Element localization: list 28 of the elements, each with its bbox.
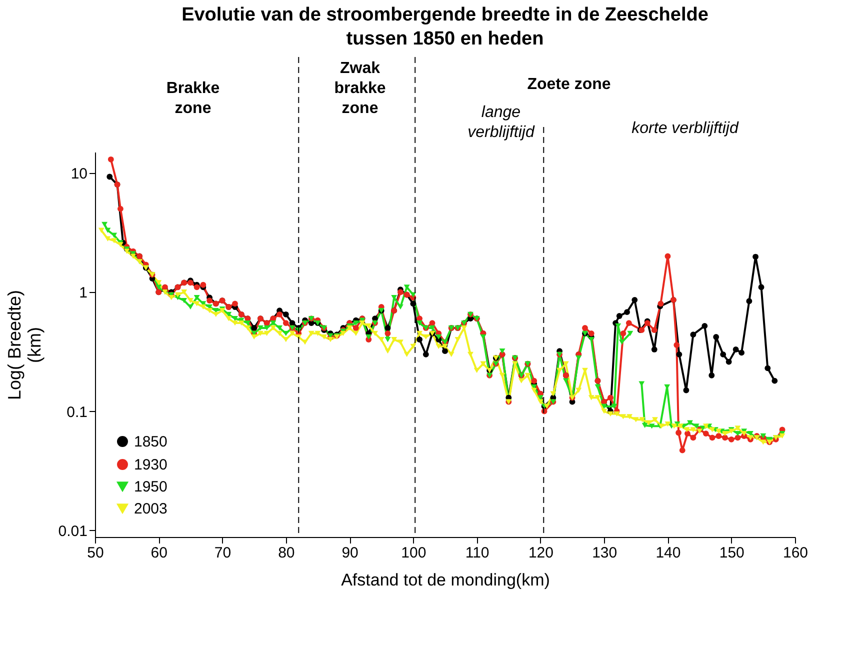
chart-title: Evolutie van de stroombergende breedte in de Zeeschelde tussen 1850 en heden [182, 4, 708, 50]
text: Zoete zone [527, 76, 611, 93]
legend-label: 2003 [134, 500, 168, 518]
x-tick-label: 80 [278, 544, 295, 562]
x-tick-label: 120 [528, 544, 554, 562]
y-tick-label: 0.01 [58, 522, 88, 540]
x-tick-label: 150 [719, 544, 744, 562]
x-tick-label: 70 [214, 544, 232, 562]
legend-label: 1850 [134, 434, 168, 450]
text: Brakke zone [166, 80, 220, 117]
x-tick-label: 90 [342, 544, 358, 562]
x-tick-label: 100 [401, 544, 426, 562]
legend-label: 1950 [134, 478, 168, 496]
x-axis-title: Afstand tot de monding(km) [341, 570, 550, 590]
text: korte verblijftijd [632, 120, 740, 137]
x-tick-label: 50 [87, 544, 104, 562]
y-tick-label: 10 [70, 165, 88, 182]
text: lange verblijftijd [468, 104, 536, 141]
x-tick-label: 140 [656, 544, 681, 562]
legend-label: 1930 [134, 456, 168, 474]
x-tick-label: 130 [592, 544, 618, 562]
x-tick-label: 60 [150, 544, 168, 562]
text: Zwak brakke zone [334, 60, 386, 117]
x-tick-label: 110 [465, 544, 490, 562]
y-tick-label: 1 [79, 284, 88, 302]
x-tick-label: 160 [782, 544, 808, 562]
y-tick-label: 0.1 [66, 404, 88, 421]
y-axis-title: Log( Breedte) (km) [4, 290, 44, 400]
